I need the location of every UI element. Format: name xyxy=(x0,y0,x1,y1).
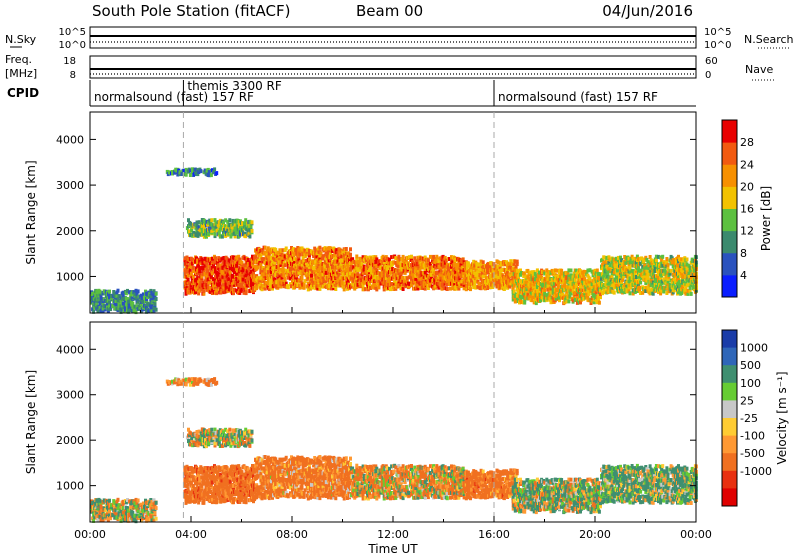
echo-cell xyxy=(251,229,254,233)
noise-panel-frame xyxy=(90,27,696,48)
echo-cell xyxy=(248,235,251,239)
noise-left-tick-bottom: 10^0 xyxy=(59,40,86,51)
echo-cell xyxy=(137,289,140,293)
echo-cell xyxy=(310,274,313,278)
y-tick-label: 2000 xyxy=(56,225,84,238)
echo-cell xyxy=(99,499,102,503)
freq-left-label-1: Freq. xyxy=(5,53,32,66)
echo-cell xyxy=(446,287,449,291)
echo-cell xyxy=(482,260,485,264)
echo-cell xyxy=(570,269,573,273)
freq-left-tick-bottom: 8 xyxy=(70,70,76,81)
noise-right-tick-bottom: 10^0 xyxy=(704,40,731,51)
echo-cell xyxy=(285,247,288,251)
echo-cell xyxy=(345,247,348,251)
echo-cell xyxy=(251,220,254,224)
freq-right-label: Nave xyxy=(745,63,773,76)
echo-cell xyxy=(638,286,641,290)
echo-cell xyxy=(215,171,218,175)
echo-cell xyxy=(137,499,140,503)
y-tick-label: 1000 xyxy=(56,270,84,283)
echo-cell xyxy=(513,284,516,288)
echo-cell xyxy=(567,299,570,303)
echo-cell xyxy=(228,218,231,222)
echo-cell xyxy=(334,287,337,291)
echo-cell xyxy=(214,256,217,260)
echo-cells xyxy=(90,167,698,314)
noise-left-label: N.Sky xyxy=(5,33,37,46)
echo-cell xyxy=(356,272,359,276)
freq-right-tick-top: 60 xyxy=(705,56,718,67)
beam-label: Beam 00 xyxy=(356,2,423,20)
echo-cell xyxy=(355,255,358,259)
date-label: 04/Jun/2016 xyxy=(602,2,693,20)
echo-cell xyxy=(108,290,111,294)
freq-left-label-2: [MHz] xyxy=(5,67,37,80)
echo-cell xyxy=(154,302,157,306)
echo-cell xyxy=(469,287,472,291)
noise-right-tick-top: 10^5 xyxy=(704,27,731,38)
echo-cell xyxy=(661,255,664,259)
echo-cell xyxy=(213,167,216,171)
echo-cell xyxy=(613,291,616,295)
echo-cell xyxy=(308,257,311,261)
cpid-label: CPID xyxy=(7,86,39,100)
y-axis-label: Slant Range [km] xyxy=(24,160,38,264)
power-panel: 1000 2000 3000 4000 Slant Range [km] xyxy=(24,112,698,314)
echo-cell xyxy=(108,499,111,503)
cpid-segment-label: normalsound (fast) 157 RF xyxy=(498,90,658,104)
echo-cell xyxy=(410,255,413,259)
echo-cell xyxy=(629,291,632,295)
freq-right-tick-bottom: 0 xyxy=(705,70,711,81)
y-tick-label: 4000 xyxy=(56,133,84,146)
plot-title: South Pole Station (fitACF) xyxy=(92,2,290,20)
echo-cell xyxy=(516,260,519,264)
echo-cell xyxy=(690,292,693,296)
echo-cell xyxy=(284,277,287,281)
echo-cell xyxy=(639,281,642,285)
echo-cell xyxy=(670,269,673,273)
echo-cell xyxy=(199,169,202,173)
echo-cell xyxy=(318,246,321,250)
freq-left-tick-top: 18 xyxy=(63,56,76,67)
echo-cell xyxy=(155,292,158,296)
noise-right-label: N.Search xyxy=(744,33,794,46)
echo-cell xyxy=(349,253,352,257)
echo-cell xyxy=(155,297,158,301)
echo-cell xyxy=(264,246,267,250)
echo-cell xyxy=(402,255,405,259)
echo-cell xyxy=(667,263,670,267)
cpid-segment-label: themis 3300 RF xyxy=(187,79,281,93)
echo-cell xyxy=(598,301,601,305)
noise-left-tick-top: 10^5 xyxy=(59,27,86,38)
echo-cell xyxy=(117,498,120,502)
echo-cells xyxy=(90,377,698,523)
echo-cell xyxy=(155,308,158,312)
y-tick-label: 3000 xyxy=(56,179,84,192)
echo-cell xyxy=(99,290,102,294)
freq-panel-frame xyxy=(90,56,696,78)
echo-cell xyxy=(210,218,213,222)
echo-cell xyxy=(589,277,592,281)
echo-cell xyxy=(665,257,668,261)
echo-cell xyxy=(686,258,689,262)
echo-cell xyxy=(215,289,218,293)
echo-cell xyxy=(117,289,120,293)
echo-cell xyxy=(349,247,352,251)
